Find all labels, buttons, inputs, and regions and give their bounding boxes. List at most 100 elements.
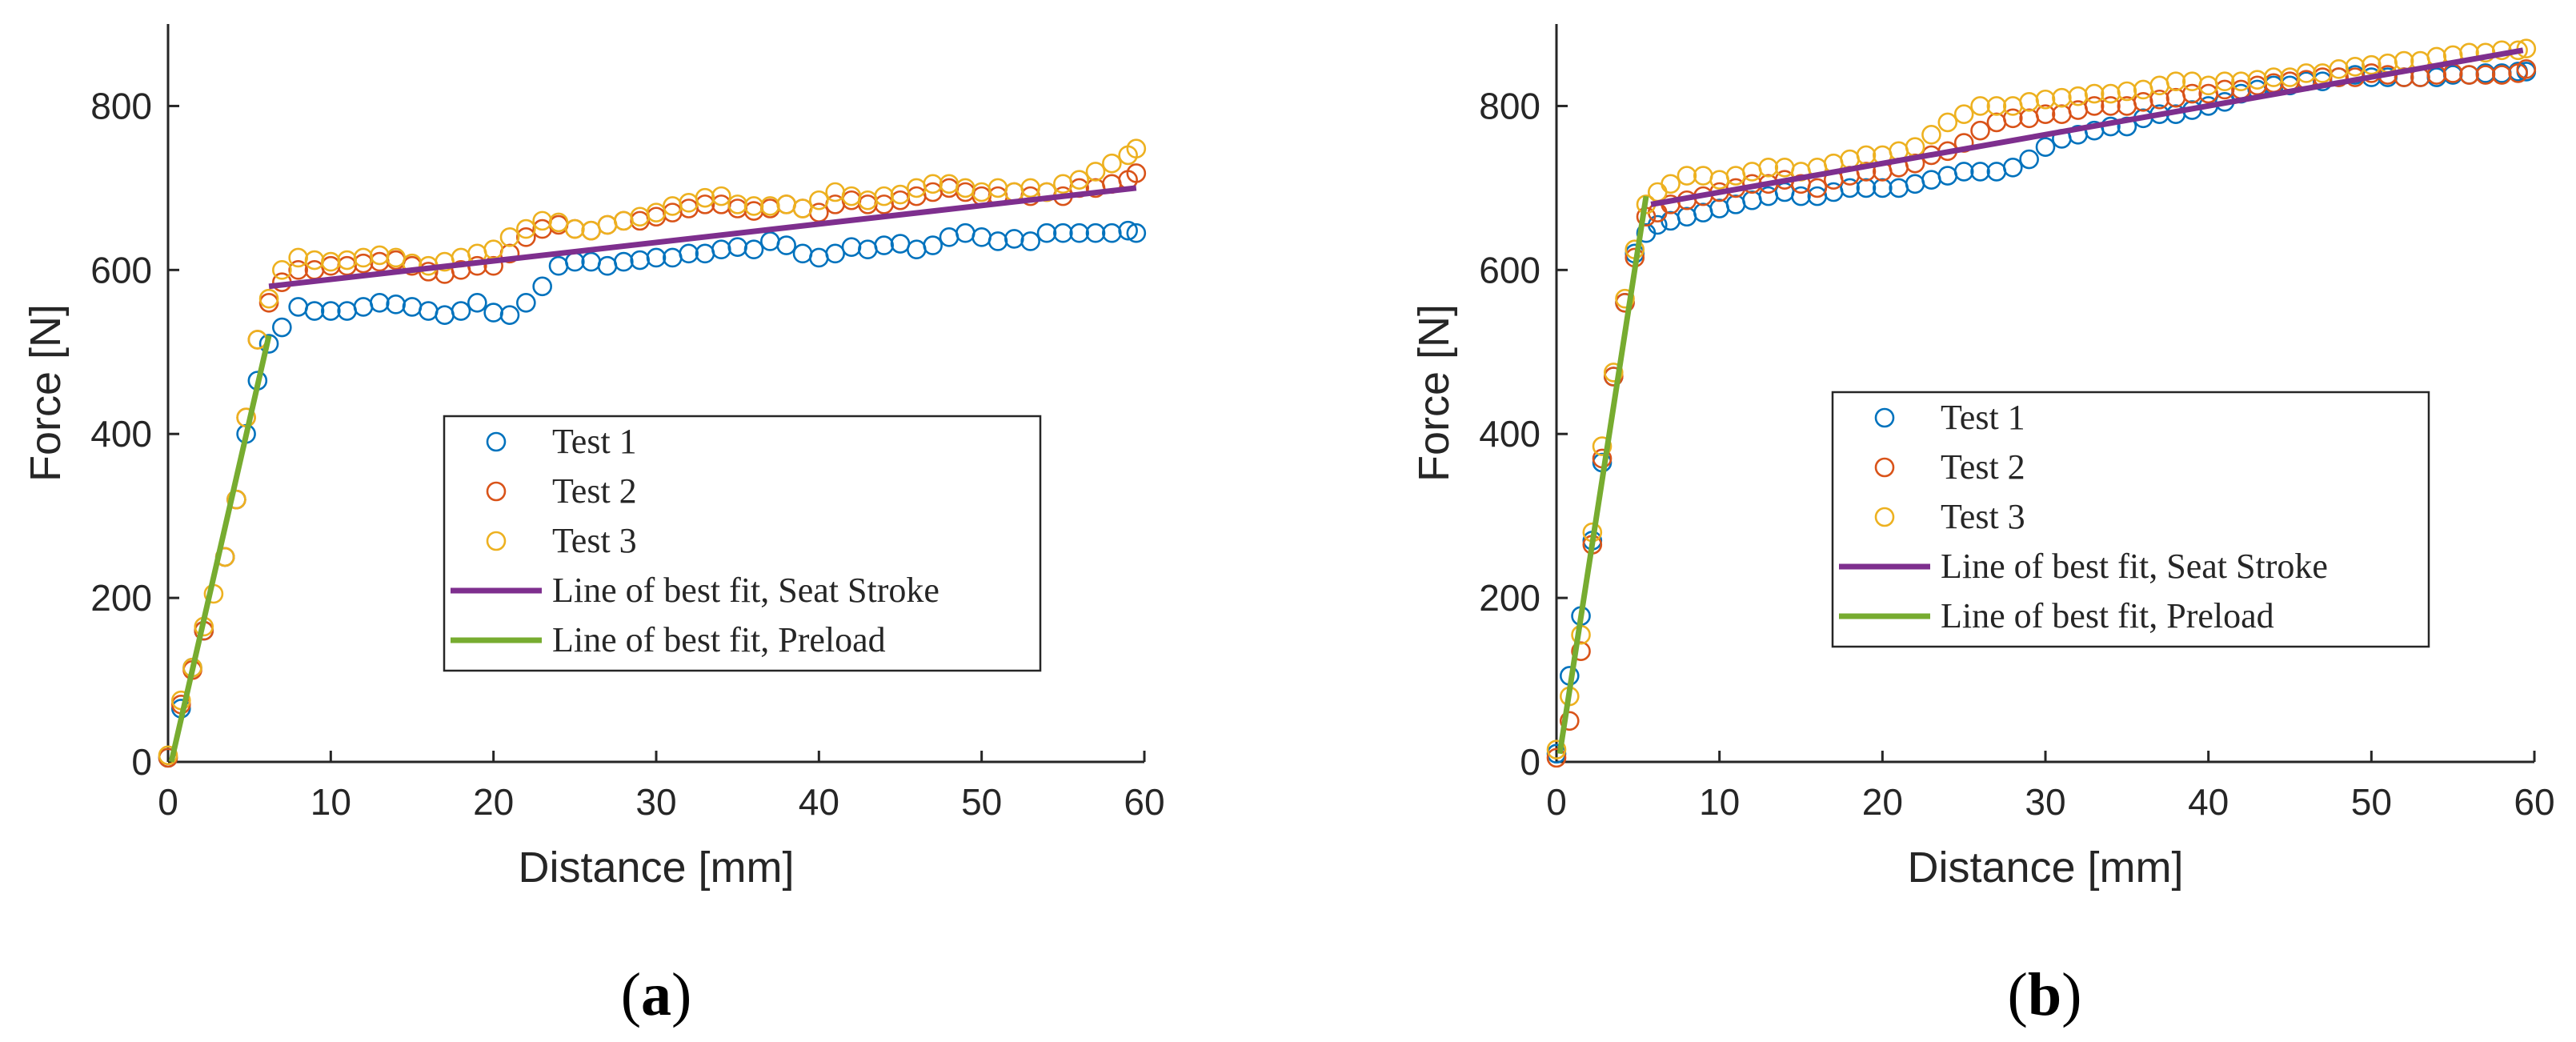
- data-point: [1774, 157, 1795, 178]
- x-tick-label: 40: [799, 781, 839, 823]
- data-point: [1677, 166, 1697, 186]
- y-tick-label: 400: [90, 413, 152, 455]
- data-point: [597, 255, 618, 276]
- data-point: [467, 293, 487, 313]
- data-point: [939, 178, 959, 198]
- data-point: [483, 255, 503, 276]
- data-point: [972, 182, 992, 202]
- data-point: [988, 231, 1008, 251]
- data-point: [1126, 138, 1147, 159]
- data-point: [972, 227, 992, 247]
- data-point: [597, 214, 618, 235]
- data-point: [1873, 178, 1893, 198]
- data-point: [695, 187, 715, 208]
- data-point: [695, 243, 715, 264]
- data-point: [907, 239, 927, 260]
- data-point: [2052, 104, 2072, 124]
- data-point: [646, 247, 667, 268]
- data-point: [499, 305, 520, 325]
- panel-label-letter: b: [2028, 961, 2061, 1028]
- legend-label: Test 1: [1941, 398, 2025, 437]
- panel-label-letter: a: [641, 961, 671, 1028]
- data-point: [258, 288, 279, 309]
- data-point: [1921, 125, 1941, 145]
- data-point: [2035, 137, 2056, 157]
- data-point: [304, 250, 325, 271]
- y-tick-label: 200: [1479, 577, 1540, 619]
- data-point: [1905, 137, 1925, 157]
- data-point: [1036, 222, 1057, 243]
- x-tick-label: 10: [1699, 781, 1740, 823]
- data-point: [581, 220, 601, 241]
- data-point: [1085, 162, 1106, 182]
- data-point: [760, 196, 780, 216]
- data-point: [1069, 170, 1089, 190]
- data-point: [1970, 120, 1990, 141]
- data-point: [258, 334, 279, 354]
- data-point: [858, 194, 878, 214]
- data-point: [2002, 108, 2023, 129]
- legend-key-test-2: [486, 481, 507, 502]
- x-tick-label: 30: [2025, 781, 2065, 823]
- data-point: [2084, 83, 2105, 104]
- data-point: [1571, 641, 1591, 662]
- data-point: [1953, 104, 1974, 124]
- data-point: [2296, 63, 2317, 83]
- legend-key-test-1: [486, 431, 507, 452]
- y-tick-label: 600: [1479, 249, 1540, 291]
- data-point: [1986, 162, 2007, 182]
- data-point: [614, 251, 634, 272]
- data-point: [1921, 170, 1941, 190]
- data-point: [337, 301, 357, 321]
- data-point: [1725, 166, 1746, 186]
- data-point: [2214, 71, 2235, 92]
- legend-key-test-2: [1874, 457, 1895, 478]
- data-point: [727, 237, 747, 257]
- data-point: [630, 210, 650, 231]
- data-point: [2165, 87, 2186, 108]
- data-point: [1615, 288, 1635, 309]
- panel-label-close: ): [2061, 961, 2081, 1028]
- legend-box: [443, 415, 1042, 672]
- data-point: [955, 178, 976, 198]
- data-point: [841, 186, 862, 206]
- x-tick-label: 0: [158, 781, 178, 823]
- data-point: [2084, 96, 2105, 116]
- data-point: [581, 251, 601, 272]
- data-point: [419, 301, 439, 321]
- data-point: [226, 489, 246, 510]
- data-point: [2101, 96, 2121, 116]
- data-point: [1856, 162, 1877, 182]
- data-point: [565, 251, 585, 272]
- data-point: [2117, 81, 2137, 102]
- fit-line: [268, 185, 1137, 290]
- y-tick-label: 200: [90, 577, 152, 619]
- series-line-of-best-fit-seat-stroke: [1650, 47, 2524, 207]
- data-point: [1709, 198, 1729, 218]
- data-point: [858, 190, 878, 210]
- data-point: [1559, 711, 1580, 731]
- data-point: [386, 295, 406, 315]
- data-point: [2002, 157, 2023, 178]
- data-point: [2475, 65, 2496, 85]
- data-point: [776, 194, 796, 214]
- data-point: [2002, 96, 2023, 116]
- data-point: [955, 222, 976, 243]
- x-tick-label: 20: [1862, 781, 1903, 823]
- data-point: [548, 255, 569, 276]
- data-point: [565, 218, 585, 239]
- x-tick-label: 0: [1546, 781, 1567, 823]
- data-point: [1986, 112, 2007, 133]
- legend-label: Test 2: [1941, 447, 2025, 487]
- data-point: [955, 182, 976, 202]
- data-point: [1953, 162, 1974, 182]
- data-point: [1986, 96, 2007, 116]
- fit-line: [1650, 47, 2524, 207]
- data-point: [923, 174, 943, 194]
- data-point: [1102, 222, 1122, 243]
- data-point: [743, 239, 764, 260]
- data-point: [890, 184, 911, 205]
- data-point: [1085, 222, 1106, 243]
- data-point: [516, 227, 536, 247]
- data-point: [1905, 153, 1925, 174]
